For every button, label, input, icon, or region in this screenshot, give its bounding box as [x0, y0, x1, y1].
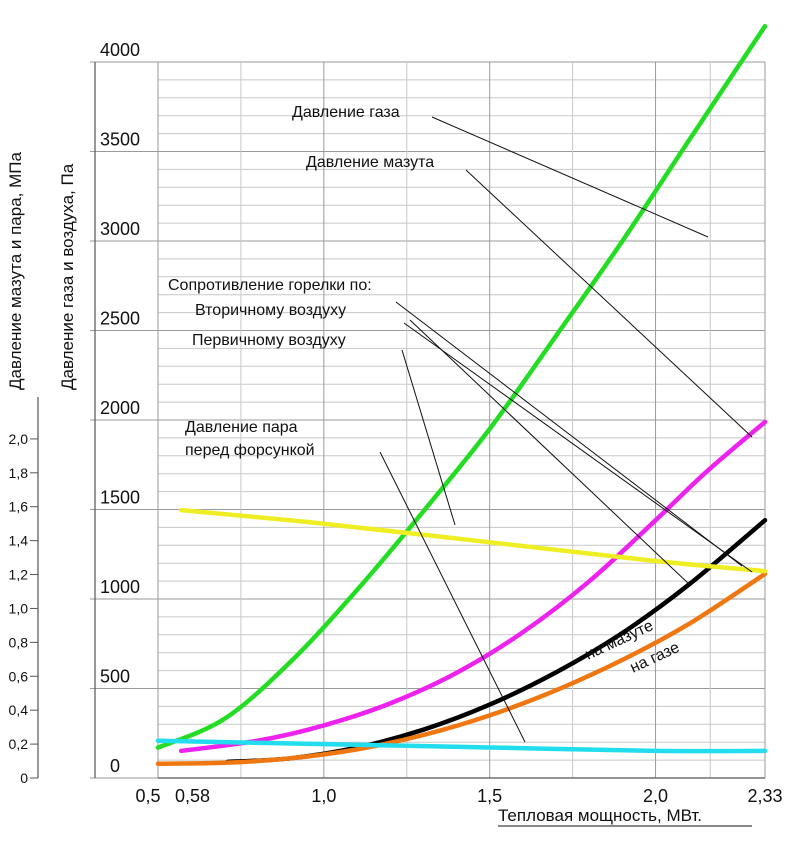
right-axis-title: Давление газа и воздуха, Па [58, 163, 77, 390]
x-tick: 2,0 [643, 786, 668, 806]
series-steam-pressure [155, 738, 768, 754]
y-tick-pa: 2500 [100, 309, 140, 329]
y-tick-pa: 0 [110, 756, 120, 776]
annotation-fuel-oil-pressure: Давление мазута [306, 154, 434, 171]
annotation-primary-air: Первичному воздуху [192, 332, 346, 349]
grid [90, 61, 766, 779]
series-gas-pressure [155, 23, 768, 750]
leader-line [395, 301, 743, 567]
leader-line [409, 319, 691, 586]
leader-line [431, 116, 709, 238]
y-tick-mpa: 0,6 [9, 668, 29, 684]
y-tick-pa: 3000 [100, 219, 140, 239]
y-tick-mpa: 1,0 [9, 600, 29, 616]
y-tick-pa: 1000 [100, 577, 140, 597]
annotation-steam-pressure-1: Давление пара [185, 419, 298, 436]
annotation-burner-resistance: Сопротивление горелки по: [168, 277, 372, 294]
series-fuel-oil-pressure [178, 419, 768, 754]
x-axis-title: Тепловая мощность, МВт. [498, 806, 702, 825]
x-tick: 1,5 [477, 786, 502, 806]
x-tick: 0,58 [175, 786, 210, 806]
series-yellow-line [178, 507, 768, 574]
axes [37, 62, 765, 779]
y-tick-mpa: 1,8 [9, 465, 29, 481]
annotation-gas-pressure: Давление газа [292, 104, 400, 121]
leader-lines [379, 116, 753, 743]
y-tick-mpa: 0,2 [9, 736, 29, 752]
left-axis-title: Давление мазута и пара, МПа [6, 152, 25, 390]
leader-line [403, 322, 753, 573]
y-tick-pa: 3500 [100, 130, 140, 150]
y-tick-mpa: 2,0 [9, 431, 29, 447]
y-tick-mpa: 0,4 [9, 702, 29, 718]
y-tick-mpa: 1,6 [9, 499, 29, 515]
y-tick-pa: 500 [100, 667, 130, 687]
series [155, 23, 768, 766]
y-tick-pa: 4000 [100, 40, 140, 60]
x-tick: 1,0 [311, 786, 336, 806]
series-air-resistance-gas [155, 571, 768, 766]
x-tick: 2,33 [747, 786, 782, 806]
annotation-steam-pressure-2: перед форсункой [185, 442, 315, 459]
y-tick-mpa: 0,8 [9, 634, 29, 650]
annotation-secondary-air: Вторичному воздуху [195, 302, 346, 319]
y-tick-mpa: 0 [20, 770, 28, 786]
leader-line [465, 169, 753, 438]
leader-line [379, 451, 526, 743]
y-tick-pa: 1500 [100, 488, 140, 508]
x-tick: 0,5 [135, 786, 160, 806]
y-tick-mpa: 1,4 [9, 533, 29, 549]
leader-line [401, 349, 456, 526]
y-tick-mpa: 1,2 [9, 567, 29, 583]
tick-labels: 0 500 1000 1500 2000 2500 3000 3500 4000 0 0,2 0,4 0… [9, 40, 783, 806]
y-tick-pa: 2000 [100, 398, 140, 418]
